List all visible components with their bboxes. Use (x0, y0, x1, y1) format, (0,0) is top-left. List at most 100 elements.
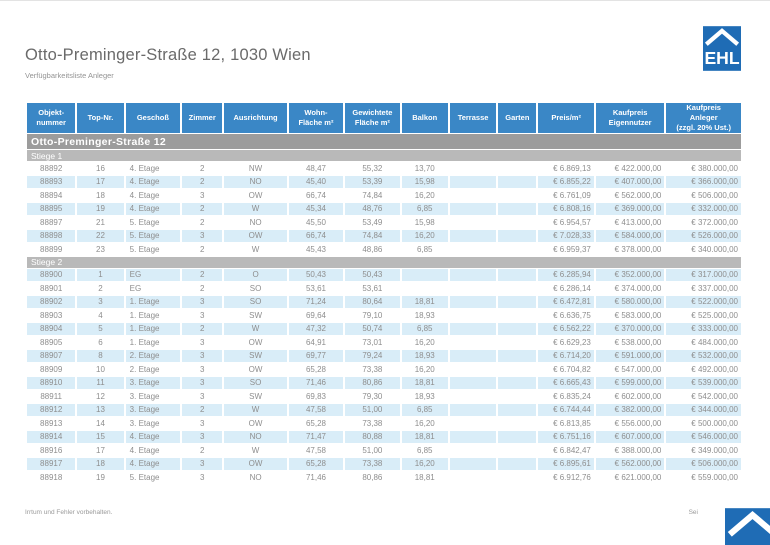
cell-preis-m2: € 6.714,20 (538, 349, 594, 362)
cell-kaufpreis-eigennutzer: € 370.000,00 (595, 322, 665, 335)
cell-geschoss: 1. Etage (125, 295, 181, 308)
cell-kaufpreis-eigennutzer: € 422.000,00 (595, 162, 665, 175)
cell-balkon: 18,81 (401, 430, 448, 443)
cell-preis-m2: € 6.665,43 (538, 376, 594, 389)
cell-geschoss: 2. Etage (125, 363, 181, 376)
column-header-ausrichtung: Ausrichtung (224, 103, 287, 133)
cell-objektnummer: 88918 (27, 471, 76, 484)
cell-balkon: 13,70 (401, 162, 448, 175)
cell-balkon: 6,85 (401, 243, 448, 256)
cell-preis-m2: € 6.842,47 (538, 444, 594, 457)
cell-top-nr: 16 (77, 162, 124, 175)
cell-preis-m2: € 6.704,82 (538, 363, 594, 376)
cell-top-nr: 18 (77, 457, 124, 470)
column-header-zimmer: Zimmer (182, 103, 223, 133)
cell-top-nr: 22 (77, 229, 124, 242)
cell-objektnummer: 88907 (27, 349, 76, 362)
cell-geschoss: 5. Etage (125, 243, 181, 256)
cell-top-nr: 12 (77, 390, 124, 403)
cell-top-nr: 1 (77, 268, 124, 281)
footer-disclaimer: Irrtum und Fehler vorbehalten. (25, 509, 113, 516)
cell-wohnflaeche: 64,91 (288, 336, 344, 349)
cell-gewichtete-flaeche: 74,84 (345, 229, 400, 242)
table-row: 88916 17 4. Etage 2 W 47,58 51,00 6,85 € 6.842,4… (27, 444, 741, 457)
cell-balkon: 18,81 (401, 295, 448, 308)
cell-ausrichtung: SO (224, 376, 287, 389)
cell-geschoss: 5. Etage (125, 471, 181, 484)
table-row: 88895 19 4. Etage 2 W 45,34 48,76 6,85 € 6.808,1… (27, 202, 741, 215)
cell-ausrichtung: W (224, 444, 287, 457)
cell-zimmer: 3 (182, 363, 223, 376)
cell-wohnflaeche: 69,64 (288, 309, 344, 322)
cell-preis-m2: € 6.869,13 (538, 162, 594, 175)
cell-wohnflaeche: 45,50 (288, 216, 344, 229)
table-row: 88910 11 3. Etage 3 SO 71,46 80,86 18,81 € 6.665… (27, 376, 741, 389)
cell-zimmer: 2 (182, 202, 223, 215)
cell-kaufpreis-anleger: € 333.000,00 (666, 322, 741, 335)
cell-zimmer: 3 (182, 295, 223, 308)
cell-zimmer: 3 (182, 417, 223, 430)
cell-garten (498, 390, 537, 403)
ehl-logo-text: EHL (704, 48, 739, 68)
cell-kaufpreis-eigennutzer: € 382.000,00 (595, 403, 665, 416)
table-row: 88902 3 1. Etage 3 SO 71,24 80,64 18,81 € 6.472,… (27, 295, 741, 308)
cell-objektnummer: 88905 (27, 336, 76, 349)
cell-kaufpreis-anleger: € 492.000,00 (666, 363, 741, 376)
cell-terrasse (449, 363, 497, 376)
cell-balkon: 6,85 (401, 202, 448, 215)
cell-top-nr: 3 (77, 295, 124, 308)
table-row: 88917 18 4. Etage 3 OW 65,28 73,38 16,20 € 6.895… (27, 457, 741, 470)
cell-preis-m2: € 6.954,57 (538, 216, 594, 229)
cell-ausrichtung: O (224, 268, 287, 281)
cell-kaufpreis-anleger: € 546.000,00 (666, 430, 741, 443)
cell-terrasse (449, 376, 497, 389)
cell-ausrichtung: NW (224, 162, 287, 175)
cell-top-nr: 8 (77, 349, 124, 362)
cell-kaufpreis-eigennutzer: € 602.000,00 (595, 390, 665, 403)
cell-gewichtete-flaeche: 73,38 (345, 363, 400, 376)
cell-garten (498, 309, 537, 322)
cell-top-nr: 11 (77, 376, 124, 389)
cell-zimmer: 2 (182, 175, 223, 188)
cell-terrasse (449, 162, 497, 175)
cell-garten (498, 457, 537, 470)
cell-terrasse (449, 282, 497, 295)
cell-garten (498, 403, 537, 416)
cell-zimmer: 2 (182, 162, 223, 175)
table-row: 88893 17 4. Etage 2 NO 45,40 53,39 15,98 € 6.855… (27, 175, 741, 188)
cell-balkon (401, 282, 448, 295)
cell-kaufpreis-eigennutzer: € 388.000,00 (595, 444, 665, 457)
cell-terrasse (449, 216, 497, 229)
cell-top-nr: 14 (77, 417, 124, 430)
cell-kaufpreis-eigennutzer: € 413.000,00 (595, 216, 665, 229)
cell-objektnummer: 88903 (27, 309, 76, 322)
cell-garten (498, 295, 537, 308)
cell-terrasse (449, 268, 497, 281)
cell-kaufpreis-eigennutzer: € 621.000,00 (595, 471, 665, 484)
section-header-row: Stiege 1 (27, 150, 741, 161)
cell-balkon: 6,85 (401, 322, 448, 335)
cell-gewichtete-flaeche: 79,10 (345, 309, 400, 322)
cell-top-nr: 17 (77, 444, 124, 457)
cell-kaufpreis-eigennutzer: € 562.000,00 (595, 457, 665, 470)
cell-preis-m2: € 6.835,24 (538, 390, 594, 403)
table-row: 88904 5 1. Etage 2 W 47,32 50,74 6,85 € 6.562,22… (27, 322, 741, 335)
cell-kaufpreis-eigennutzer: € 369.000,00 (595, 202, 665, 215)
cell-zimmer: 3 (182, 376, 223, 389)
column-header-objektnummer: Objekt- nummer (27, 103, 76, 133)
cell-terrasse (449, 202, 497, 215)
column-header-kaufpreis-eigennutzer: Kaufpreis Eigennutzer (595, 103, 665, 133)
table-header-row: Objekt- nummer Top-Nr. Geschoß Zimmer Au… (27, 103, 741, 133)
cell-objektnummer: 88900 (27, 268, 76, 281)
cell-objektnummer: 88911 (27, 390, 76, 403)
cell-preis-m2: € 6.895,61 (538, 457, 594, 470)
cell-kaufpreis-anleger: € 526.000,00 (666, 229, 741, 242)
cell-gewichtete-flaeche: 51,00 (345, 444, 400, 457)
cell-ausrichtung: NO (224, 430, 287, 443)
cell-kaufpreis-eigennutzer: € 407.000,00 (595, 175, 665, 188)
ehl-logo: EHL (703, 26, 741, 71)
cell-zimmer: 3 (182, 471, 223, 484)
cell-zimmer: 3 (182, 229, 223, 242)
cell-gewichtete-flaeche: 73,38 (345, 417, 400, 430)
ehl-logo-text-bottom: EHL (727, 541, 770, 545)
